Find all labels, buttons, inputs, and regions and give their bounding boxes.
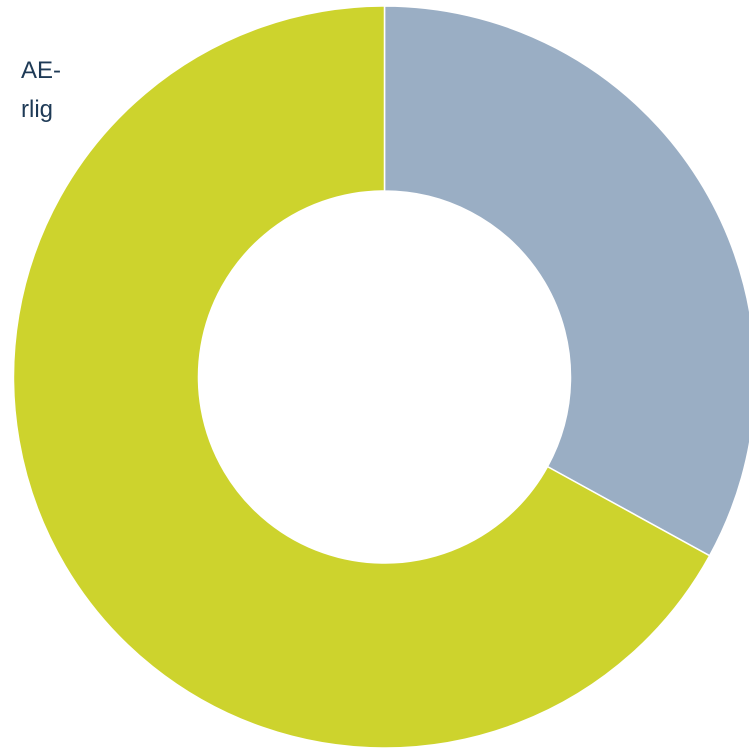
annotation-line-2: rlig bbox=[21, 96, 53, 123]
donut-slices bbox=[12, 5, 749, 748]
donut-slice-2 bbox=[12, 5, 711, 748]
annotation-line-1: AE- bbox=[21, 57, 61, 84]
donut-slice-1 bbox=[383, 5, 749, 557]
